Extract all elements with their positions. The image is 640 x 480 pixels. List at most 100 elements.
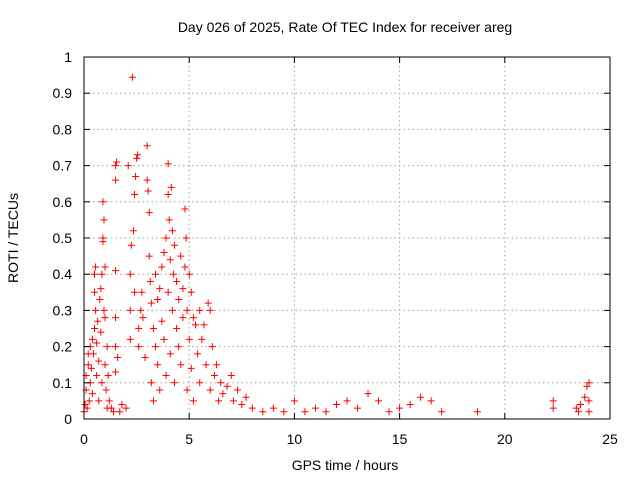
data-point [185,335,193,343]
data-point [406,401,414,409]
x-tick-label: 5 [185,431,193,447]
data-point [143,176,151,184]
data-point [114,353,122,361]
data-point [100,306,108,314]
data-point [97,328,105,336]
chart-title: Day 026 of 2025, Rate Of TEC Index for r… [178,19,512,35]
data-point [170,379,178,387]
x-tick-label: 20 [497,431,513,447]
data-point [101,263,109,271]
data-point [127,241,135,249]
x-tick-label: 15 [392,431,408,447]
data-point [585,397,593,405]
data-point [130,191,138,199]
data-point [549,404,557,412]
data-point [259,408,267,416]
data-point [417,393,425,401]
data-point [103,343,111,351]
y-tick-label: 0 [64,411,72,427]
data-point [137,306,145,314]
data-point [173,325,181,332]
data-point [248,404,256,412]
data-point [164,288,172,296]
data-point [126,270,134,278]
data-point [91,270,99,278]
data-point [192,321,200,329]
data-point [147,379,155,387]
y-tick-label: 0.5 [53,230,73,246]
data-point [280,408,288,416]
data-point [585,408,593,416]
data-point [154,361,162,369]
y-tick-label: 0.3 [53,302,73,318]
data-point [473,408,481,416]
data-point [549,397,557,405]
data-point [208,343,216,351]
data-point [112,368,120,376]
data-point [187,364,195,372]
data-point [572,404,580,412]
data-point [99,198,107,206]
x-axis-ticks: 0 5 10 15 20 25 [80,57,618,447]
data-point [112,314,120,322]
data-point [181,205,189,213]
data-point [154,296,162,304]
data-point [179,314,187,322]
data-point [290,397,298,405]
data-point [135,343,143,351]
data-point [168,306,176,314]
data-point [104,372,112,380]
data-point [227,372,235,380]
data-point [185,270,193,278]
data-point [396,404,404,412]
data-point [113,158,121,166]
data-point [94,317,102,325]
data-point [101,314,109,322]
data-point [156,386,164,394]
data-point [88,335,96,343]
data-point [128,73,136,81]
data-point [112,343,120,351]
data-point [354,404,362,412]
data-point [170,241,178,249]
data-point [169,270,177,278]
data-point [99,234,107,242]
data-point [102,386,110,394]
data-point [242,393,250,401]
y-axis-ticks: 0 0.1 0.2 0.3 0.4 0.5 0.6 0.7 0.8 0.9 1 [53,49,610,427]
data-point [164,160,172,168]
data-point [210,372,218,380]
data-point [118,401,126,409]
data-point [160,335,168,343]
data-point [93,372,101,380]
data-point [109,408,117,416]
data-point [166,350,174,358]
data-point [196,379,204,387]
data-point [112,162,120,170]
data-point [91,288,99,296]
data-point [89,350,97,358]
data-point [183,386,191,394]
y-tick-label: 0.6 [53,194,73,210]
data-point [138,288,146,296]
data-point [92,263,100,271]
data-point [98,379,106,387]
data-point [165,216,173,224]
data-points [80,73,593,416]
data-point [132,172,140,180]
data-point [162,372,170,380]
data-point [223,382,231,390]
data-point [144,187,152,195]
data-point [577,401,585,409]
data-point [179,285,187,293]
data-point [91,325,99,332]
data-point [156,285,164,293]
data-point [217,379,225,387]
data-point [229,397,237,405]
data-point [427,397,435,405]
data-point [83,404,91,412]
data-point [107,404,115,412]
data-point [96,296,104,304]
data-point [81,401,89,409]
x-tick-label: 10 [287,431,303,447]
